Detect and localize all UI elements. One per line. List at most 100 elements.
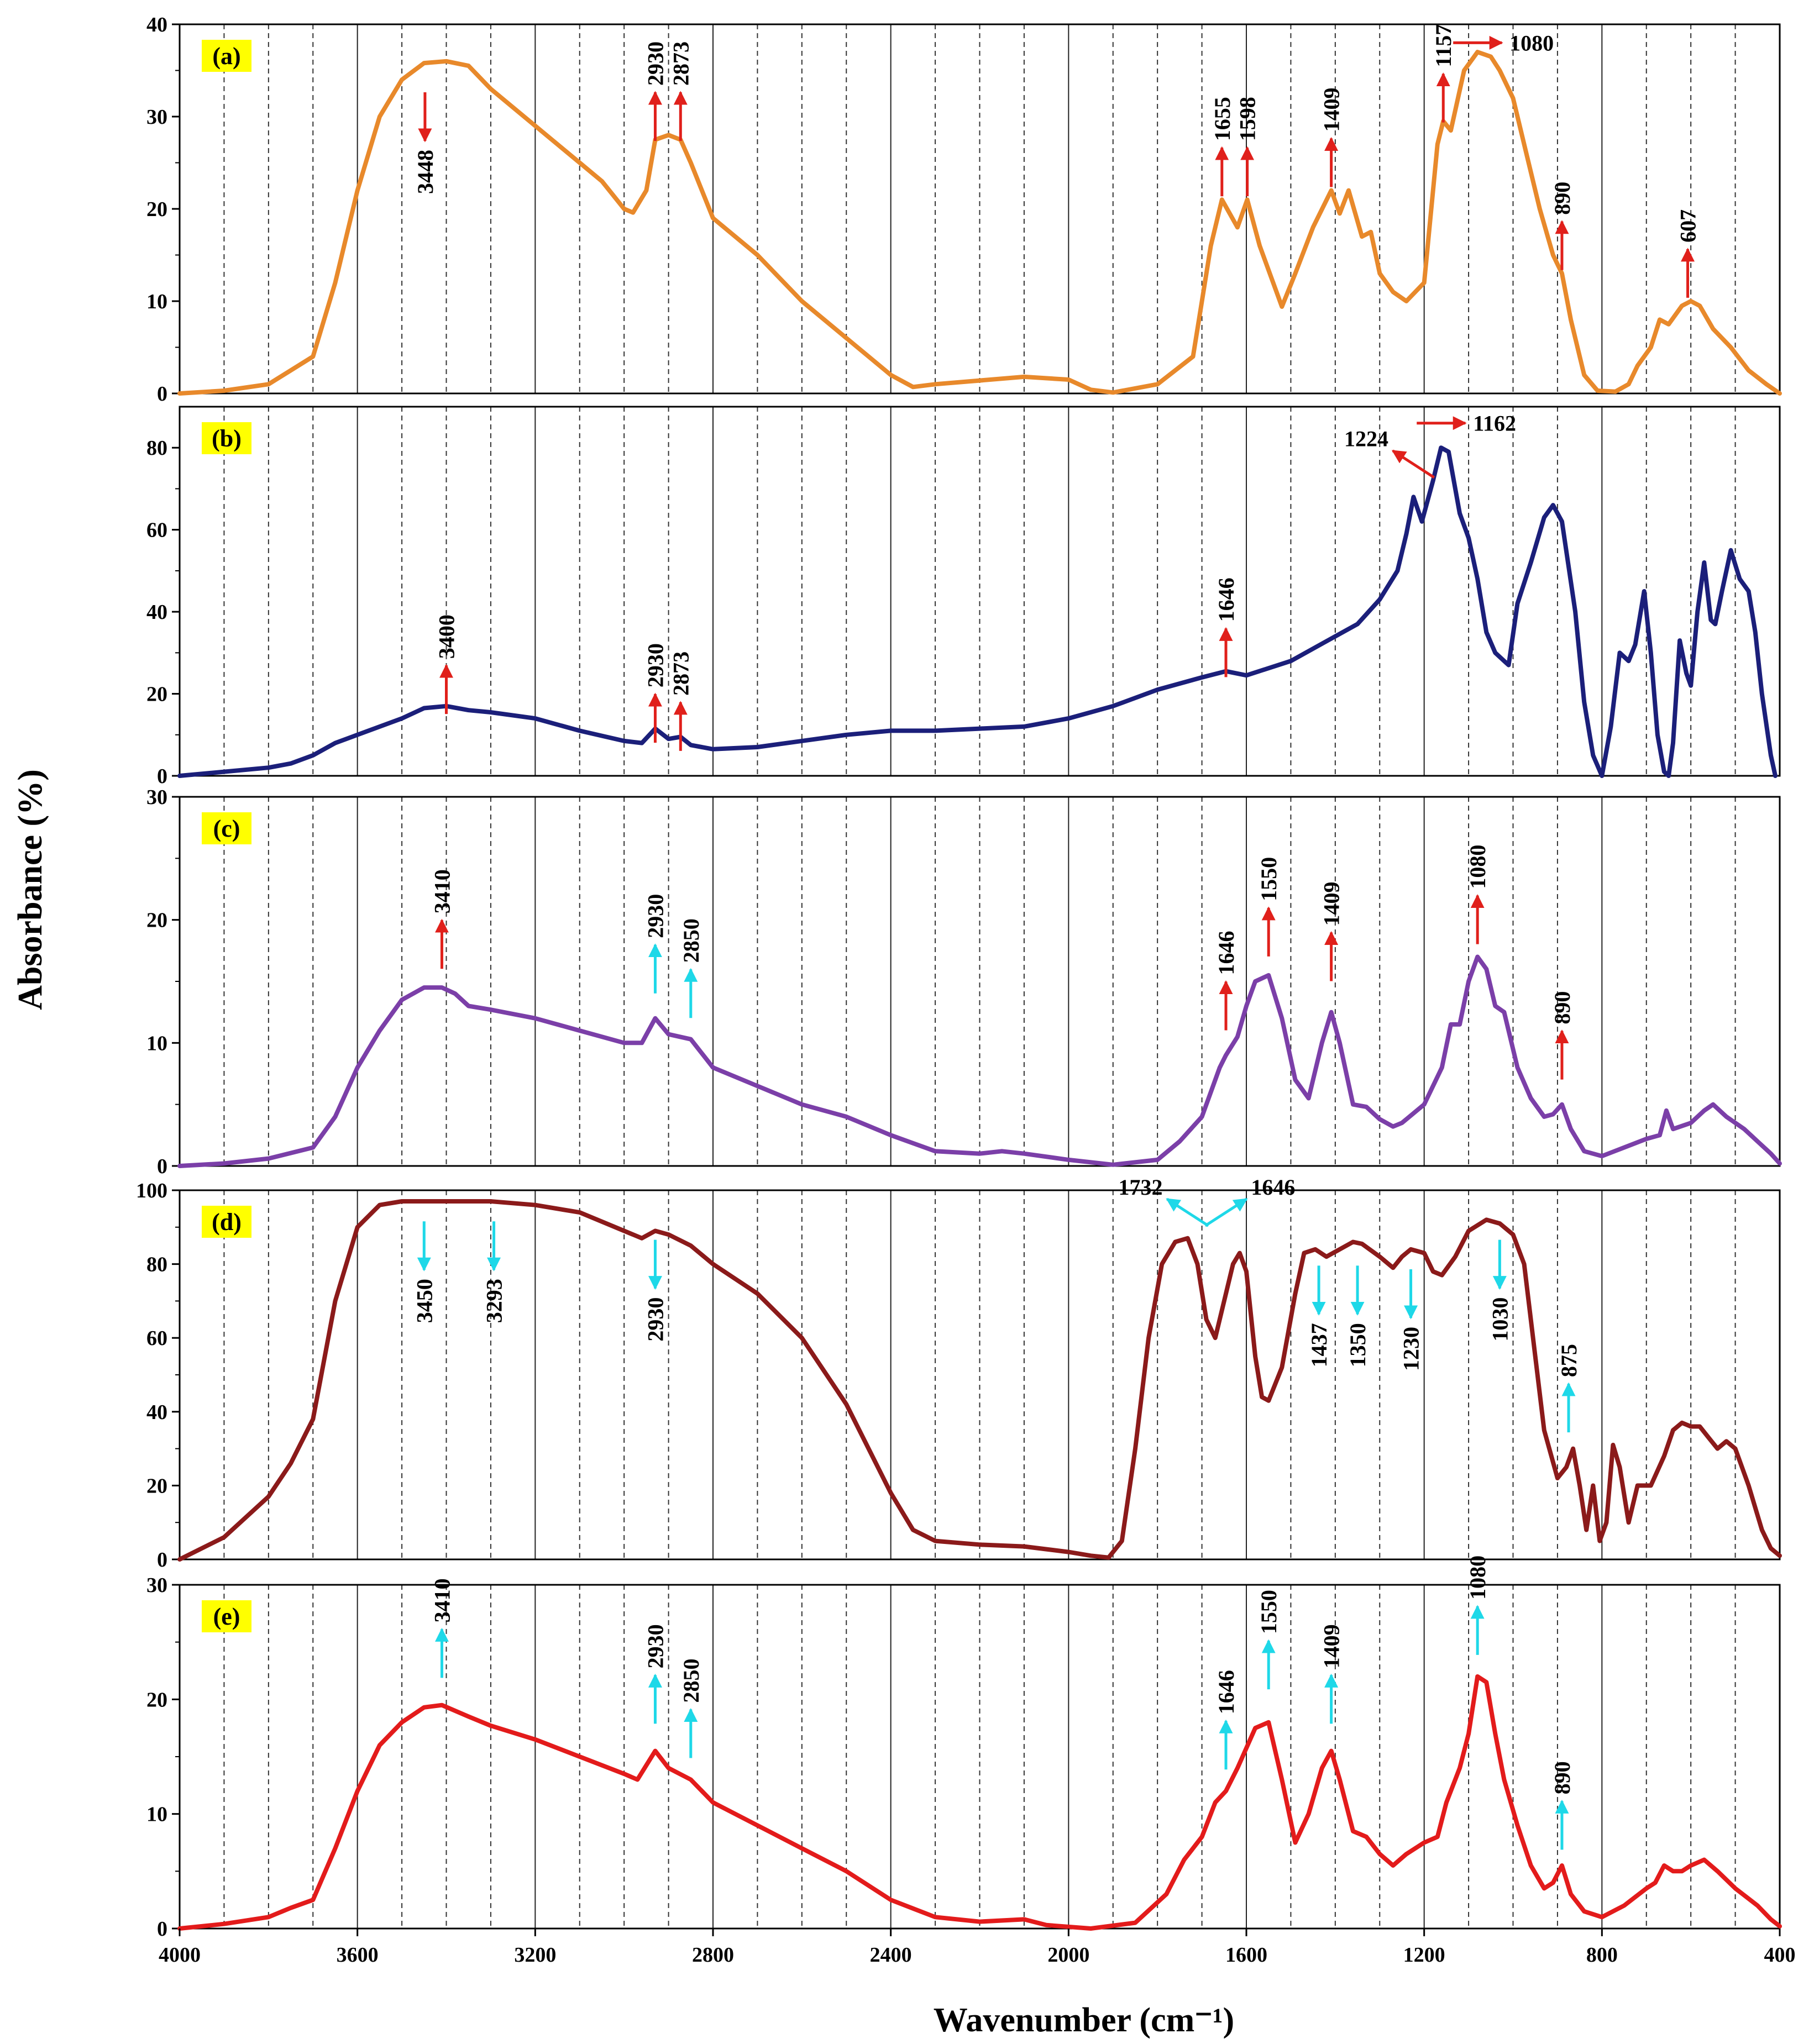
y-tick-label: 20 (146, 1688, 167, 1711)
y-tick-label: 80 (146, 437, 167, 460)
peak-label: 890 (1550, 1761, 1575, 1794)
peak-label: 2930 (643, 894, 668, 938)
peak-label: 2873 (668, 651, 693, 696)
y-tick-label: 0 (157, 1155, 167, 1178)
x-tick-label: 4000 (159, 1943, 201, 1967)
peak-label: 1350 (1345, 1323, 1370, 1367)
spectrum-line (177, 954, 1782, 1168)
spectrum-line (177, 50, 1782, 396)
y-tick-label: 0 (157, 765, 167, 788)
peak-label: 1732 (1118, 1175, 1162, 1200)
peak-label: 2930 (643, 41, 668, 86)
spectrum-line (177, 1199, 1782, 1562)
panel-label-bg (202, 422, 251, 454)
peak-label: 1080 (1465, 1556, 1490, 1600)
peak-arrow (1204, 1197, 1248, 1227)
y-tick-label: 30 (146, 786, 167, 809)
y-tick-label: 10 (146, 290, 167, 313)
spectrum-line (177, 445, 1778, 778)
peak-label: 1646 (1214, 931, 1239, 975)
peak-label: 1080 (1509, 30, 1554, 55)
peak-label: 1437 (1307, 1323, 1331, 1367)
x-tick-label: 3600 (337, 1943, 379, 1967)
x-tick-label: 2400 (870, 1943, 912, 1967)
y-tick-label: 0 (157, 1548, 167, 1572)
peak-label: 1550 (1256, 1590, 1281, 1634)
peak-label: 2850 (679, 918, 704, 963)
panel-label: (b) (212, 425, 242, 452)
peak-label: 2930 (643, 1624, 668, 1668)
peak-label: 3448 (413, 150, 438, 194)
peak-label: 1646 (1214, 1670, 1239, 1714)
panel-label: (a) (212, 43, 240, 70)
y-axis-title: Absorbance (%) (12, 769, 49, 1010)
y-tick-label: 20 (146, 198, 167, 221)
x-tick-label: 400 (1764, 1943, 1796, 1967)
peak-label: 1230 (1399, 1327, 1424, 1371)
y-tick-label: 60 (146, 1327, 167, 1350)
panel-c: 0 10 20 30 (c) 3410 2930 2850 1646 1550 1409 1080 89… (146, 786, 1782, 1178)
peak-label: 1550 (1256, 857, 1281, 901)
panel-label: (d) (212, 1208, 242, 1236)
x-tick-label: 1200 (1403, 1943, 1445, 1967)
y-tick-label: 30 (146, 106, 167, 129)
peak-label: 3410 (429, 1578, 454, 1622)
peak-label: 1646 (1251, 1175, 1295, 1200)
peak-label: 2930 (643, 643, 668, 687)
y-tick-label: 20 (146, 683, 167, 706)
y-tick-label: 80 (146, 1253, 167, 1276)
peak-label: 3450 (412, 1279, 437, 1323)
x-axis-title: Wavenumber (cm⁻¹) (934, 2001, 1234, 2039)
panel-a: 0 10 20 30 40 (a) 3448 2930 2873 1655 1598 1409 1157… (146, 13, 1782, 406)
x-axis: 4000 3600 3200 2800 2400 2000 1600 1200 800 400 (159, 1929, 1796, 1967)
peak-label: 1409 (1319, 881, 1344, 926)
peak-label: 2930 (643, 1297, 668, 1342)
panel-label-bg (202, 812, 251, 844)
panel-e: 0 10 20 30 (e) 3410 2930 2850 1646 1550 1409 1080 89… (146, 1556, 1782, 1941)
y-tick-label: 20 (146, 909, 167, 932)
x-tick-label: 2000 (1047, 1943, 1089, 1967)
panel-label-bg (202, 1206, 251, 1238)
y-tick-label: 0 (157, 382, 167, 406)
peak-label: 1162 (1473, 411, 1516, 436)
peak-label: 890 (1550, 991, 1575, 1024)
x-tick-label: 3200 (514, 1943, 556, 1967)
y-tick-label: 0 (157, 1917, 167, 1941)
x-tick-label: 1600 (1225, 1943, 1267, 1967)
peak-label: 1655 (1210, 97, 1235, 141)
peak-label: 3293 (482, 1279, 507, 1323)
peak-arrow (1166, 1197, 1209, 1227)
y-tick-label: 10 (146, 1803, 167, 1826)
panel-label-bg (202, 1600, 251, 1632)
y-tick-label: 30 (146, 1574, 167, 1597)
y-tick-label: 40 (146, 601, 167, 624)
y-tick-label: 40 (146, 13, 167, 36)
peak-label: 1030 (1487, 1297, 1512, 1342)
peak-label: 1409 (1319, 88, 1344, 132)
panel-frame (179, 406, 1781, 777)
x-tick-label: 2800 (692, 1943, 734, 1967)
peak-label: 2850 (679, 1659, 704, 1703)
peak-arrow (1391, 449, 1435, 479)
panel-label: (e) (213, 1603, 240, 1630)
peak-label: 3400 (434, 614, 459, 659)
y-tick-label: 40 (146, 1401, 167, 1424)
peak-label: 1409 (1319, 1624, 1344, 1668)
peak-label: 890 (1550, 182, 1575, 215)
peak-label: 3410 (429, 869, 454, 913)
panel-d: 0 20 40 60 80 100 (d) 3450 3293 2930 1732 1646 1437 1… (136, 1175, 1782, 1572)
y-tick-label: 60 (146, 519, 167, 542)
peak-label: 1080 (1465, 845, 1490, 889)
panel-b: 0 20 40 60 80 (b) 3400 2930 2873 1646 1224 1162 (146, 406, 1781, 788)
y-tick-label: 100 (136, 1179, 167, 1202)
peak-label: 1157 (1431, 24, 1456, 67)
peak-label: 1646 (1214, 577, 1239, 622)
panel-label: (c) (213, 815, 240, 842)
panel-label-bg (202, 40, 251, 72)
peak-label: 607 (1676, 209, 1701, 243)
y-tick-label: 10 (146, 1032, 167, 1055)
peak-label: 2873 (668, 41, 693, 86)
y-tick-label: 20 (146, 1474, 167, 1497)
